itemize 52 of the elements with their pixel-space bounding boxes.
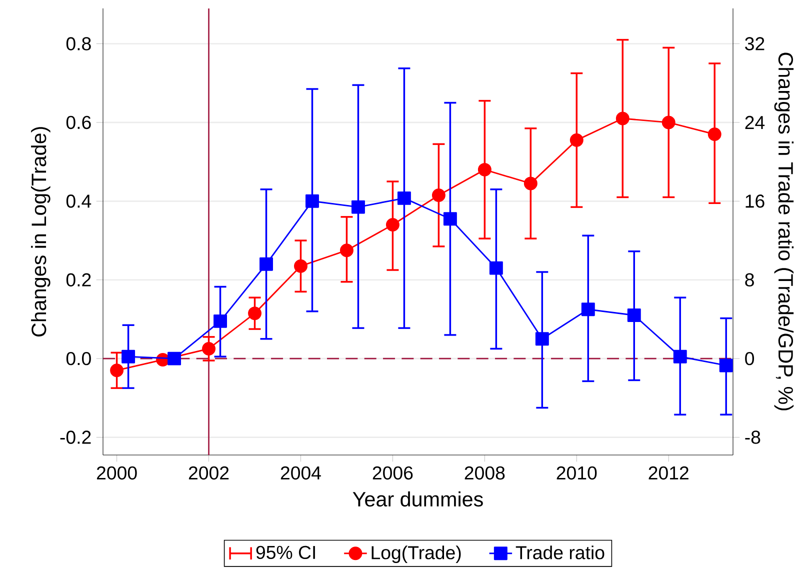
y2-tick-label: 32 [745, 37, 764, 50]
point [443, 212, 457, 226]
y-tick-label: 0.6 [66, 116, 91, 130]
point [708, 128, 722, 141]
x-tick-label: 2004 [280, 466, 321, 480]
point [260, 257, 273, 271]
x-tick-label: 2000 [96, 466, 137, 480]
y-tick-label: 0.8 [66, 37, 91, 50]
text: 95% CI [256, 546, 315, 560]
point [673, 350, 687, 364]
point [168, 352, 182, 366]
x-axis-title: Year dummies [352, 491, 483, 507]
point [386, 218, 400, 232]
legend-label: Trade ratio [516, 546, 604, 560]
point [581, 302, 595, 316]
point [570, 133, 584, 147]
point [306, 194, 319, 208]
y-tick-label: 0.0 [66, 352, 91, 366]
point [248, 306, 262, 320]
point [397, 191, 411, 205]
y2-tick-label: -8 [745, 430, 760, 444]
x-tick-label: 2006 [372, 466, 413, 480]
x-tick-label: 2010 [556, 466, 597, 480]
point [627, 308, 641, 322]
x-tick-label: 2012 [648, 466, 688, 480]
point [616, 112, 630, 126]
x-tick-label: 2008 [464, 466, 505, 480]
y2-axis-title: Changes in Trade ratio (Trade/GDP, %) [774, 52, 794, 410]
point [202, 342, 216, 356]
y2-tick-label: 16 [746, 194, 764, 208]
point [294, 259, 308, 273]
point [535, 332, 549, 346]
x-tick-label: 2002 [188, 466, 229, 480]
y-tick-label: -0.2 [60, 430, 91, 444]
point [351, 200, 365, 214]
point [478, 162, 492, 176]
point [662, 116, 676, 130]
y-axis-title: Changes in Log(Trade) [31, 127, 50, 336]
y2-tick-label: 8 [745, 273, 754, 286]
point [524, 176, 538, 190]
point [110, 364, 124, 378]
y-tick-label: 0.4 [66, 194, 92, 208]
point [719, 358, 733, 372]
y-tick-label: 0.2 [66, 273, 91, 286]
point [122, 350, 136, 364]
legend-label: Log(Trade) [372, 546, 461, 563]
y2-tick-label: 0 [745, 352, 754, 366]
point [432, 188, 446, 202]
point [214, 314, 228, 328]
y2-tick-label: 24 [745, 116, 765, 129]
point [489, 261, 503, 275]
point [340, 244, 354, 258]
